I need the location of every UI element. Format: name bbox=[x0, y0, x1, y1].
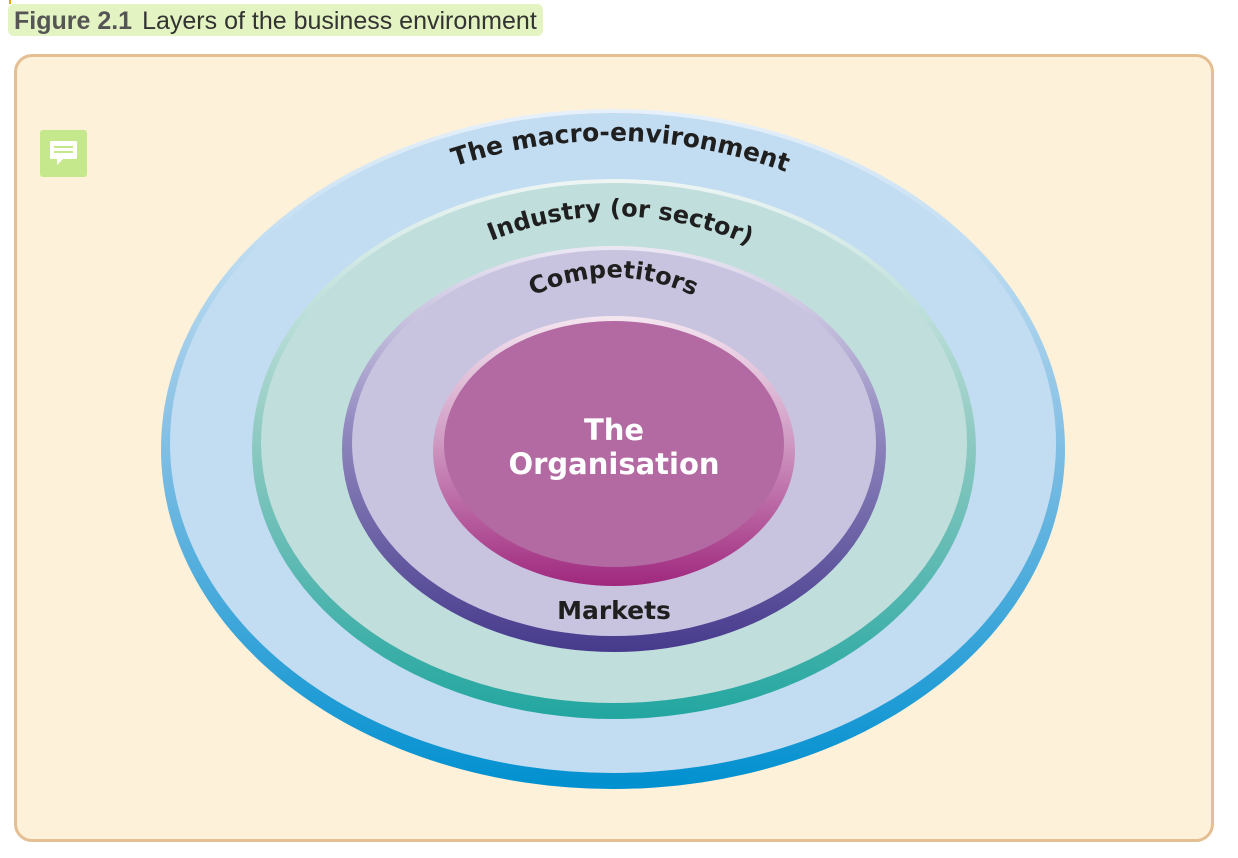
markets-label: Markets bbox=[557, 596, 671, 625]
comment-icon[interactable] bbox=[40, 130, 87, 177]
figure-title: Layers of the business environment bbox=[142, 7, 537, 35]
edge-marker bbox=[9, 0, 11, 4]
organisation-label-line2: Organisation bbox=[508, 447, 719, 481]
figure-caption: Figure 2.1 Layers of the business environ… bbox=[8, 4, 543, 36]
comment-icon-glyph bbox=[50, 141, 77, 165]
organisation-label-line1: The bbox=[584, 413, 644, 447]
figure-number: Figure 2.1 bbox=[14, 7, 133, 35]
organisation-core bbox=[444, 321, 784, 567]
